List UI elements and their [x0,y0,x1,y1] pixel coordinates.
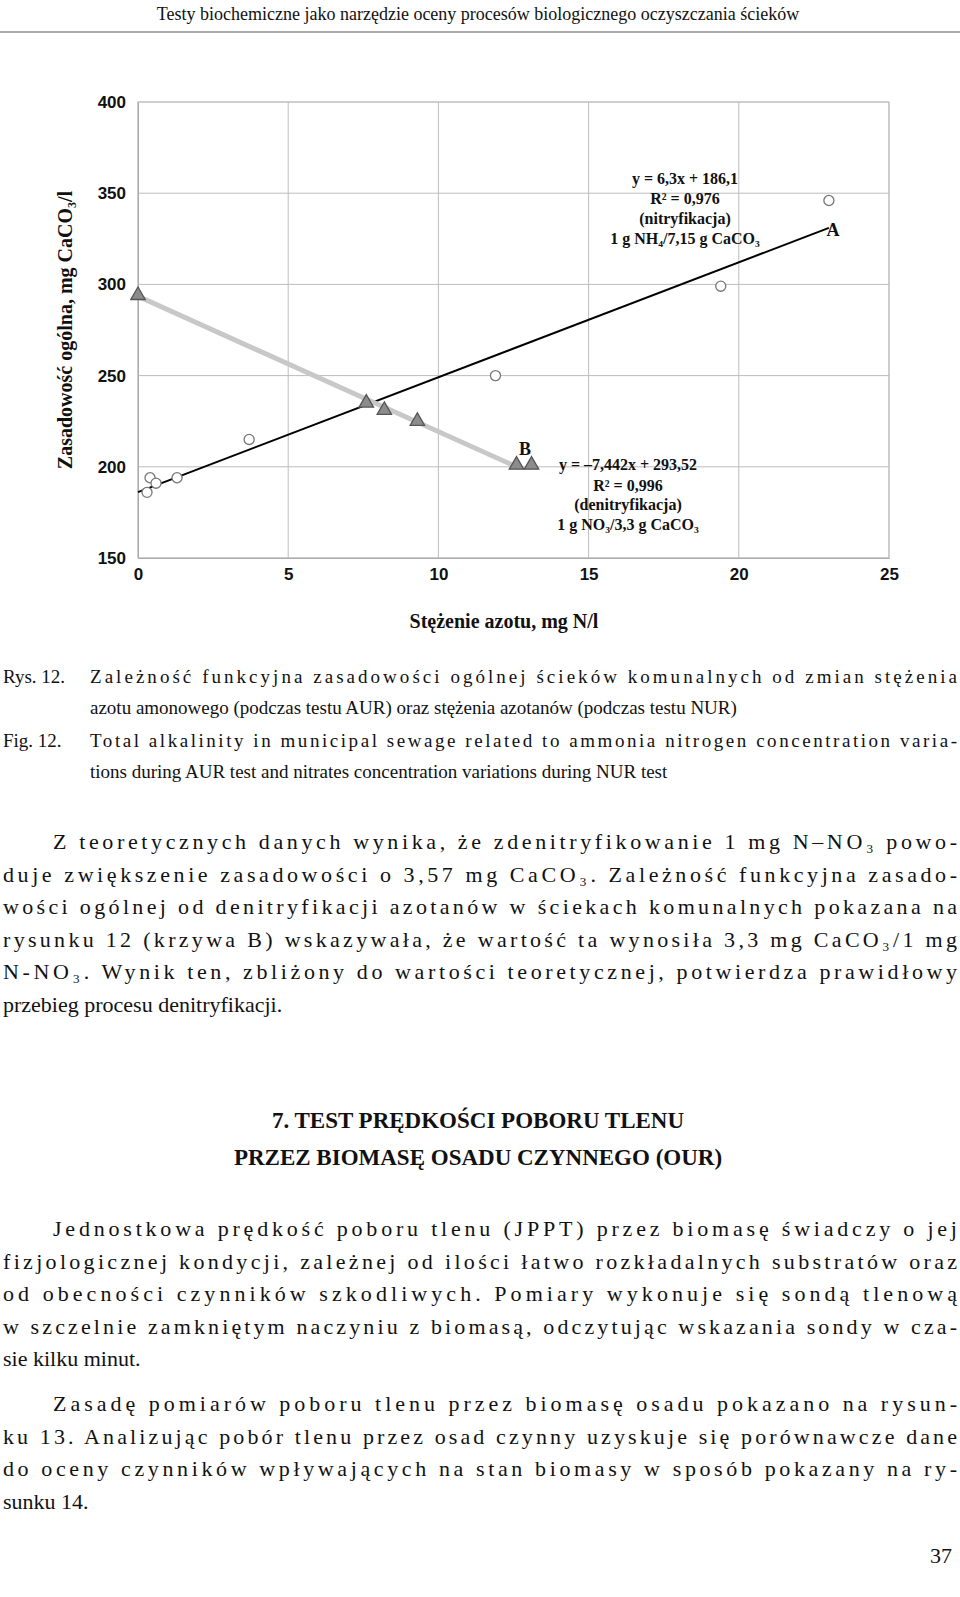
tick-label: 0 [134,565,143,584]
data-point [490,371,500,381]
y-axis: 150 200 250 300 350 400 [98,93,139,568]
trend-line [138,228,829,492]
data-point [716,281,726,291]
caption-line: Zależność funkcyjna zasadowości ogólnej … [90,666,958,687]
tick-label: 25 [880,565,899,584]
tick: 25 [880,558,899,584]
annotation: R² = 0,976 [650,190,719,207]
tick: 20 [730,558,749,584]
data-point [244,434,254,444]
data-point [172,473,182,483]
grid [138,102,889,558]
data-point [377,402,391,414]
annotation: B [519,439,531,459]
body-line: N-NO₃. Wynik ten, zbliżony do wartości t… [3,959,957,984]
grid-line [588,102,589,558]
annotations: y = 6,3x + 186,1 R² = 0,976 (nitryfikacja)… [519,170,840,534]
tick: 5 [284,558,293,584]
body-line: ku 13. Analizując pobór tlenu przez osad… [3,1424,957,1449]
data-point [410,413,424,425]
tick: 350 [98,184,138,203]
data-point [142,487,152,497]
annotation: 1 g NO₃/3,3 g CaCO₃ [557,516,699,534]
annotation: (denitryfikacja) [574,496,682,514]
section-heading: 7. TEST PRĘDKOŚCI POBORU TLENU PRZEZ BIOM… [234,1107,722,1170]
tick-label: 200 [98,458,126,477]
tick: 200 [98,458,138,477]
data-point [824,195,834,205]
annotation: y = –7,442x + 293,52 [559,456,697,474]
data-point [359,395,373,407]
body-line: w szczelnie zamkniętym naczyniu z biomas… [3,1314,957,1339]
paragraph: Zasadę pomiarów poboru tlenu przez bioma… [3,1391,957,1514]
tick-label: 350 [98,184,126,203]
chart: 0 5 10 15 20 25 150 200 250 300 350 400 Stężenie azo… [54,93,899,633]
grid-line [138,375,889,376]
paragraph: Jednostkowa prędkość poboru tlenu (JPPT)… [3,1216,957,1371]
body-line: sunku 14. [3,1489,89,1514]
tick: 150 [98,549,138,568]
annotation: A [827,220,840,240]
body-line: rysunku 12 (krzywa B) wskazywała, że war… [3,927,957,952]
caption-label: Rys. 12. [3,666,65,687]
caption-line: tions during AUR test and nitrates conce… [90,761,668,782]
body-line: od obecności czynników szkodliwych. Pomi… [3,1281,957,1306]
body-line: duje zwiększenie zasadowości o 3,57 mg C… [3,862,957,887]
running-header: Testy biochemiczne jako narzędzie oceny … [157,4,799,24]
trend-line [138,296,517,467]
tick: 10 [429,558,448,584]
grid-line [738,102,739,558]
tick-label: 20 [730,565,749,584]
body-line: Jednostkowa prędkość poboru tlenu (JPPT)… [53,1216,957,1241]
tick-label: 5 [284,565,293,584]
body-line: wości ogólnej od denitryfikacji azotanów… [3,894,957,919]
x-axis-title: Stężenie azotu, mg N/l [410,610,599,633]
tick-label: 300 [98,275,126,294]
caption: Rys. 12. Zależność funkcyjna zasadowości … [3,666,958,782]
body-line: fizjologicznej kondycji, zależnej od ilo… [3,1249,957,1274]
tick: 0 [134,558,143,584]
tick-label: 400 [98,93,126,112]
plot-frame [138,102,889,558]
grid-line [138,193,889,194]
tick-label: 150 [98,549,126,568]
page: Testy biochemiczne jako narzędzie oceny … [0,0,960,1597]
grid-line [288,102,289,558]
x-axis: 0 5 10 15 20 25 [134,558,899,584]
grid-line [438,102,439,558]
annotation: R² = 0,996 [593,477,662,494]
paragraph: Z teoretycznych danych wynika, że zdenit… [3,829,957,1017]
body-line: do oceny czynników wpływających na stan … [3,1456,957,1481]
data-point [131,287,145,299]
header-rule [0,32,960,33]
tick-label: 15 [580,565,599,584]
data-point [151,478,161,488]
page-number: 37 [930,1543,952,1568]
caption-label: Fig. 12. [3,730,62,751]
y-axis-title: Zasadowość ogólna, mg CaCO₃/l [54,190,77,469]
annotation: 1 g NH₄/7,15 g CaCO₃ [610,230,760,248]
body-line: Z teoretycznych danych wynika, że zdenit… [53,829,957,854]
tick: 15 [580,558,599,584]
annotation: (nitryfikacja) [639,210,731,228]
tick: 400 [98,93,138,112]
heading-line: PRZEZ BIOMASĘ OSADU CZYNNEGO (OUR) [234,1145,722,1170]
plot-area [131,195,834,497]
tick: 300 [98,275,138,294]
tick-label: 10 [429,565,448,584]
body-line: Zasadę pomiarów poboru tlenu przez bioma… [53,1391,957,1416]
body-line: sie kilku minut. [3,1346,141,1371]
tick: 250 [98,367,138,386]
caption-line: azotu amonowego (podczas testu AUR) oraz… [90,697,737,719]
tick-label: 250 [98,367,126,386]
caption-line: Total alkalinity in municipal sewage rel… [90,730,957,751]
annotation: y = 6,3x + 186,1 [632,170,738,188]
body-line: przebieg procesu denitryfikacji. [3,992,282,1017]
grid-line [138,284,889,285]
heading-line: 7. TEST PRĘDKOŚCI POBORU TLENU [272,1107,685,1133]
